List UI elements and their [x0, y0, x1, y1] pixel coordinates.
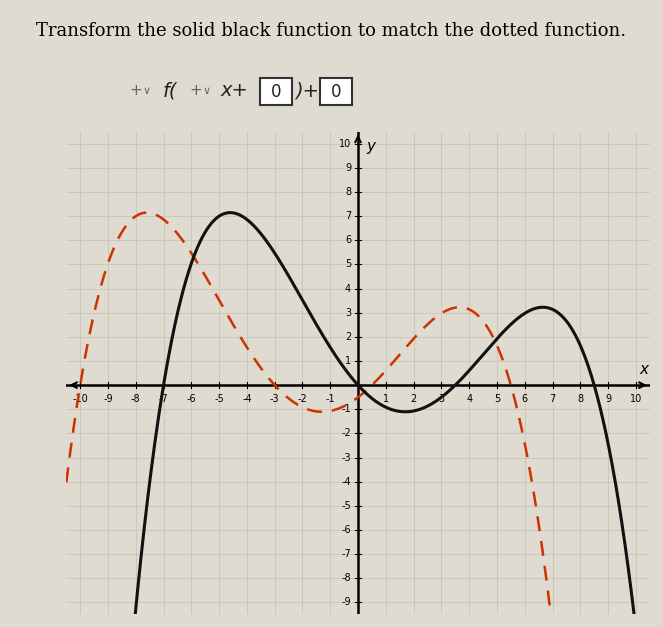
Text: x+: x+: [221, 82, 249, 100]
Text: -2: -2: [341, 428, 351, 438]
Text: 5: 5: [494, 394, 500, 404]
Text: -7: -7: [158, 394, 168, 404]
Text: -2: -2: [298, 394, 308, 404]
Text: -6: -6: [186, 394, 196, 404]
Text: 0: 0: [331, 83, 341, 100]
Text: 9: 9: [345, 163, 351, 173]
Text: 10: 10: [630, 394, 642, 404]
Text: -5: -5: [214, 394, 224, 404]
Text: -4: -4: [341, 477, 351, 487]
Text: Transform the solid black function to match the dotted function.: Transform the solid black function to ma…: [36, 22, 627, 40]
Text: -1: -1: [341, 404, 351, 414]
Text: 1: 1: [383, 394, 389, 404]
Text: ∨: ∨: [143, 86, 151, 96]
Text: -9: -9: [341, 598, 351, 608]
Text: -7: -7: [341, 549, 351, 559]
Text: 7: 7: [345, 211, 351, 221]
Text: -3: -3: [341, 453, 351, 463]
Text: f(: f(: [162, 82, 177, 100]
Text: -8: -8: [341, 573, 351, 583]
Text: -10: -10: [72, 394, 88, 404]
Text: 10: 10: [339, 139, 351, 149]
Text: 6: 6: [522, 394, 528, 404]
Text: -5: -5: [341, 501, 351, 511]
Text: x: x: [640, 362, 648, 377]
Text: )+: )+: [295, 82, 319, 100]
Text: 7: 7: [550, 394, 556, 404]
Text: 4: 4: [466, 394, 472, 404]
Text: 6: 6: [345, 235, 351, 245]
Text: 9: 9: [605, 394, 611, 404]
Text: -3: -3: [270, 394, 280, 404]
Text: 2: 2: [345, 332, 351, 342]
Text: -6: -6: [341, 525, 351, 535]
Text: -1: -1: [326, 394, 335, 404]
Text: +: +: [129, 83, 142, 98]
Text: -4: -4: [242, 394, 252, 404]
Text: +: +: [189, 83, 202, 98]
Text: y: y: [367, 139, 375, 154]
Text: 1: 1: [345, 356, 351, 366]
Text: 4: 4: [345, 283, 351, 293]
Text: 5: 5: [345, 260, 351, 270]
Text: 8: 8: [577, 394, 583, 404]
Text: ∨: ∨: [202, 86, 210, 96]
Text: 3: 3: [345, 308, 351, 318]
Text: -9: -9: [103, 394, 113, 404]
Text: 0: 0: [271, 83, 281, 100]
Text: 2: 2: [410, 394, 417, 404]
Text: 3: 3: [438, 394, 444, 404]
Text: -8: -8: [131, 394, 141, 404]
Text: 8: 8: [345, 187, 351, 197]
